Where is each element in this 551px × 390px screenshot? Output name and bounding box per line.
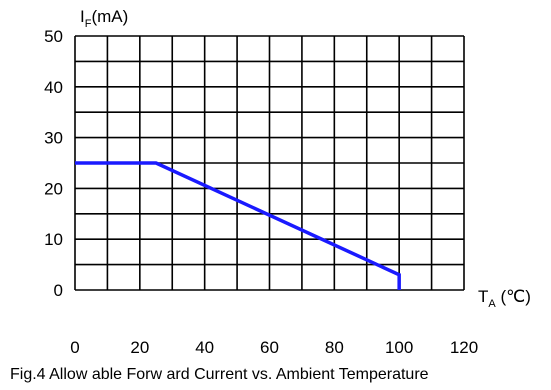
x-axis-label-rest: (℃) xyxy=(496,287,531,306)
x-tick-label: 20 xyxy=(130,338,149,357)
y-axis-label-main: I xyxy=(80,7,85,26)
y-tick-label: 50 xyxy=(44,27,63,46)
y-tick-label: 30 xyxy=(44,129,63,148)
figure-caption: Fig.4 Allow able Forw ard Current vs. Am… xyxy=(10,366,429,383)
x-tick-label: 120 xyxy=(450,338,478,357)
y-tick-label: 10 xyxy=(44,230,63,249)
y-tick-labels: 0 10 20 30 40 50 xyxy=(44,27,63,300)
x-tick-label: 100 xyxy=(385,338,413,357)
x-tick-label: 80 xyxy=(325,338,344,357)
x-axis-label-sub: A xyxy=(488,298,496,310)
x-tick-label: 0 xyxy=(70,338,79,357)
y-axis-label-rest: (mA) xyxy=(91,7,128,26)
x-tick-label: 60 xyxy=(260,338,279,357)
x-axis-label-main: T xyxy=(478,287,488,306)
series-layer xyxy=(75,161,401,290)
y-axis-label-sub: F xyxy=(85,18,92,30)
y-tick-label: 20 xyxy=(44,179,63,198)
x-tick-labels: 0 20 40 60 80 100 120 xyxy=(70,338,478,357)
y-axis-label: IF(mA) xyxy=(80,7,128,30)
x-axis-label: TA (℃) xyxy=(478,287,531,310)
y-tick-label: 0 xyxy=(54,281,63,300)
y-tick-label: 40 xyxy=(44,78,63,97)
x-tick-label: 40 xyxy=(195,338,214,357)
series-line xyxy=(75,161,401,290)
